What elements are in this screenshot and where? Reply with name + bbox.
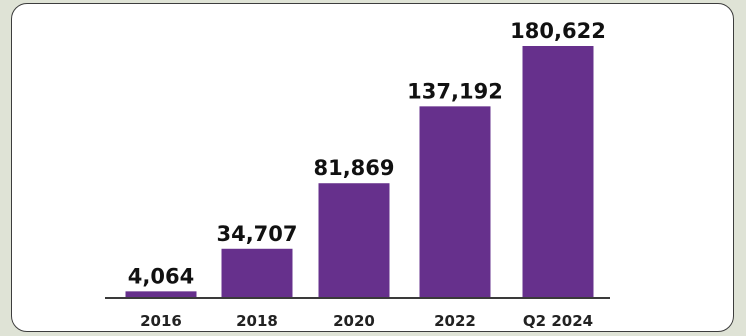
- bar-2016: [125, 291, 197, 297]
- bar-chart: 4,064 34,707 81,869 137,192 180,622 2016 2018…: [105, 19, 610, 330]
- bar-2020: [318, 183, 390, 297]
- value-label: 4,064: [128, 264, 194, 288]
- value-label: 137,192: [407, 79, 503, 103]
- bars-layer: [125, 46, 594, 297]
- bar-2018: [221, 248, 293, 297]
- x-tick-label: 2020: [333, 312, 375, 330]
- value-label: 34,707: [216, 222, 297, 246]
- value-label: 81,869: [313, 156, 394, 180]
- x-tick-label: 2018: [236, 312, 278, 330]
- chart-frame: 4,064 34,707 81,869 137,192 180,622 2016 2018…: [11, 3, 734, 332]
- tick-labels-layer: 2016 2018 2020 2022 Q2 2024: [140, 312, 593, 330]
- bar-2022: [419, 106, 491, 297]
- value-label: 180,622: [510, 19, 606, 43]
- x-tick-label: 2022: [434, 312, 476, 330]
- x-tick-label: 2016: [140, 312, 182, 330]
- x-tick-label: Q2 2024: [523, 312, 593, 330]
- bar-q2-2024: [522, 46, 594, 297]
- value-labels-layer: 4,064 34,707 81,869 137,192 180,622: [128, 19, 606, 288]
